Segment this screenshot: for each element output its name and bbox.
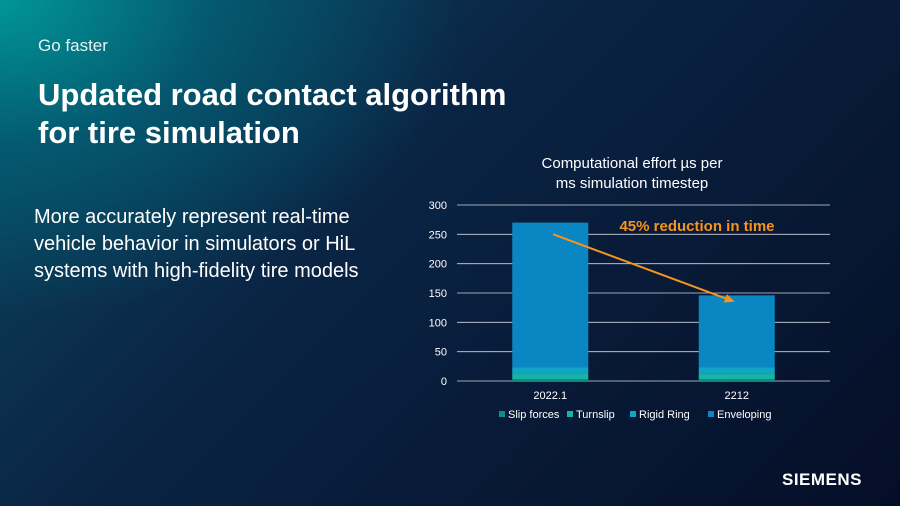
reduction-arrow xyxy=(552,233,726,300)
y-tick-label: 250 xyxy=(429,229,447,241)
legend-swatch xyxy=(708,411,714,417)
chart-title-line-2: ms simulation timestep xyxy=(556,175,709,192)
bar-segment xyxy=(512,367,589,374)
x-tick-label: 2212 xyxy=(725,390,749,402)
y-tick-label: 150 xyxy=(429,288,447,300)
slide-title-line-2: for tire simulation xyxy=(38,115,300,150)
legend-swatch xyxy=(630,411,636,417)
bar-segment xyxy=(698,373,775,380)
x-tick-label: 2022.1 xyxy=(533,390,567,402)
siemens-logo: SIEMENS xyxy=(782,470,863,489)
chart-title-line-1: Computational effort µs per xyxy=(542,155,723,172)
legend-label: Turnslip xyxy=(576,409,615,421)
reduction-annotation: 45% reduction in time xyxy=(619,218,774,235)
slide-title-line-1: Updated road contact algorithm xyxy=(38,77,507,112)
y-tick-label: 300 xyxy=(429,200,447,212)
y-tick-label: 100 xyxy=(429,317,447,329)
y-tick-label: 50 xyxy=(435,347,447,359)
bar-segment xyxy=(698,295,775,368)
eyebrow-text: Go faster xyxy=(38,36,108,55)
legend-label: Enveloping xyxy=(717,409,771,421)
legend-swatch xyxy=(499,411,505,417)
body-text: More accurately represent real-time vehi… xyxy=(34,206,359,282)
y-tick-label: 200 xyxy=(429,259,447,271)
y-tick-label: 0 xyxy=(441,376,447,388)
reduction-arrow-head xyxy=(723,294,735,303)
bar-segment xyxy=(512,222,589,368)
slide-title: Updated road contact algorithm for tire … xyxy=(38,76,598,152)
bar-segment xyxy=(512,379,589,381)
legend-label: Rigid Ring xyxy=(639,409,690,421)
legend-label: Slip forces xyxy=(508,409,560,421)
bar-segment xyxy=(512,373,589,380)
bar-segment xyxy=(698,379,775,381)
bar-segment xyxy=(698,367,775,374)
legend-swatch xyxy=(567,411,573,417)
